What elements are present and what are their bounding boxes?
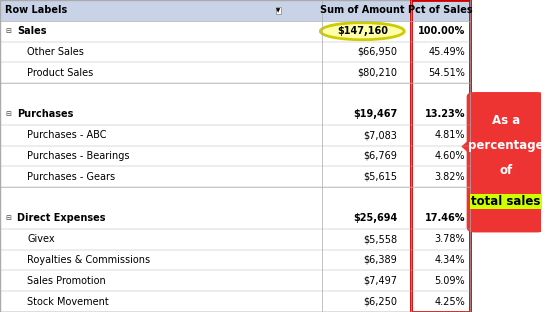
FancyBboxPatch shape: [0, 62, 471, 83]
FancyBboxPatch shape: [0, 208, 471, 229]
Text: 13.23%: 13.23%: [424, 110, 465, 119]
Text: 4.60%: 4.60%: [435, 151, 465, 161]
Text: 4.34%: 4.34%: [435, 255, 465, 265]
FancyBboxPatch shape: [0, 104, 471, 125]
FancyBboxPatch shape: [0, 0, 471, 21]
Text: Product Sales: Product Sales: [27, 68, 93, 78]
Text: Purchases - Gears: Purchases - Gears: [27, 172, 115, 182]
Text: $7,083: $7,083: [364, 130, 397, 140]
Text: $6,769: $6,769: [364, 151, 397, 161]
FancyBboxPatch shape: [0, 125, 471, 146]
Text: Other Sales: Other Sales: [27, 47, 84, 57]
Text: Pct of Sales: Pct of Sales: [408, 5, 473, 15]
Text: ⊟: ⊟: [6, 111, 11, 117]
Text: 17.46%: 17.46%: [424, 213, 465, 223]
FancyBboxPatch shape: [0, 291, 471, 312]
Text: ⊟: ⊟: [6, 215, 11, 222]
FancyBboxPatch shape: [467, 92, 545, 232]
Text: 100.00%: 100.00%: [418, 26, 465, 36]
Text: total sales: total sales: [471, 195, 541, 208]
Text: 4.25%: 4.25%: [434, 297, 465, 307]
Text: of: of: [499, 163, 512, 177]
Text: percentage: percentage: [468, 139, 544, 152]
Text: Purchases - ABC: Purchases - ABC: [27, 130, 106, 140]
Text: $19,467: $19,467: [353, 110, 397, 119]
Text: ▼: ▼: [277, 8, 280, 13]
Text: Sum of Amount: Sum of Amount: [320, 5, 404, 15]
Text: Royalties & Commissions: Royalties & Commissions: [27, 255, 150, 265]
FancyBboxPatch shape: [0, 166, 471, 187]
Text: Direct Expenses: Direct Expenses: [17, 213, 106, 223]
Text: $80,210: $80,210: [358, 68, 397, 78]
Text: 5.09%: 5.09%: [434, 276, 465, 286]
Text: As a: As a: [491, 114, 520, 127]
FancyBboxPatch shape: [0, 83, 471, 104]
Text: $147,160: $147,160: [337, 26, 388, 36]
Text: 4.81%: 4.81%: [435, 130, 465, 140]
FancyBboxPatch shape: [0, 187, 471, 208]
Text: 45.49%: 45.49%: [428, 47, 465, 57]
Text: Row Labels: Row Labels: [6, 5, 68, 15]
Text: Purchases: Purchases: [17, 110, 74, 119]
FancyBboxPatch shape: [0, 146, 471, 166]
FancyBboxPatch shape: [0, 250, 471, 271]
Text: $7,497: $7,497: [364, 276, 397, 286]
Text: $5,615: $5,615: [364, 172, 397, 182]
Ellipse shape: [320, 23, 404, 40]
FancyBboxPatch shape: [0, 271, 471, 291]
Text: ⊟: ⊟: [6, 28, 11, 34]
Text: 3.78%: 3.78%: [434, 234, 465, 244]
Text: Purchases - Bearings: Purchases - Bearings: [27, 151, 129, 161]
FancyBboxPatch shape: [0, 41, 471, 62]
Text: Sales Promotion: Sales Promotion: [27, 276, 106, 286]
FancyBboxPatch shape: [0, 229, 471, 250]
Text: Stock Movement: Stock Movement: [27, 297, 109, 307]
Text: $6,389: $6,389: [364, 255, 397, 265]
Text: $5,558: $5,558: [363, 234, 397, 244]
Text: Givex: Givex: [27, 234, 55, 244]
Text: $6,250: $6,250: [364, 297, 397, 307]
Text: 54.51%: 54.51%: [428, 68, 465, 78]
Polygon shape: [461, 135, 475, 158]
FancyBboxPatch shape: [0, 21, 471, 41]
Text: 3.82%: 3.82%: [434, 172, 465, 182]
Text: $66,950: $66,950: [358, 47, 397, 57]
Text: $25,694: $25,694: [353, 213, 397, 223]
Text: Sales: Sales: [17, 26, 47, 36]
